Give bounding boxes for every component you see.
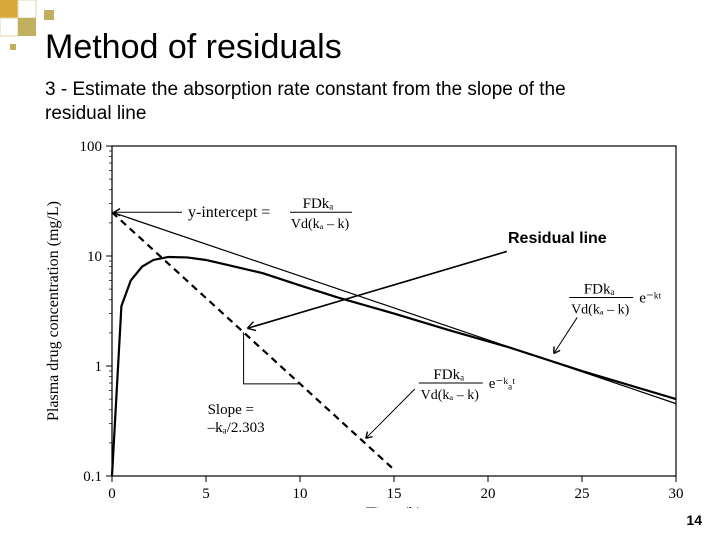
svg-text:FDkₐ: FDkₐ: [584, 281, 615, 297]
svg-text:–kₐ/2.303: –kₐ/2.303: [207, 420, 265, 436]
svg-text:10: 10: [87, 249, 102, 265]
svg-text:30: 30: [669, 486, 684, 502]
svg-text:0.1: 0.1: [83, 469, 102, 485]
svg-text:Vd(kₐ – k): Vd(kₐ – k): [291, 217, 350, 232]
svg-text:e⁻ᵏₐᵗ: e⁻ᵏₐᵗ: [489, 376, 515, 392]
svg-text:25: 25: [575, 486, 590, 502]
page-title: Method of residuals: [45, 28, 342, 67]
svg-text:20: 20: [481, 486, 496, 502]
svg-text:Vd(kₐ – k): Vd(kₐ – k): [421, 388, 480, 403]
svg-text:FDkₐ: FDkₐ: [303, 196, 334, 212]
svg-text:FDkₐ: FDkₐ: [433, 367, 464, 383]
page-number: 14: [686, 512, 702, 528]
svg-text:5: 5: [202, 486, 210, 502]
svg-text:Plasma drug concentration (mg/: Plasma drug concentration (mg/L): [45, 201, 62, 421]
svg-text:y-intercept =: y-intercept =: [188, 204, 270, 221]
svg-text:15: 15: [387, 486, 402, 502]
residual-line-label: Residual line: [508, 230, 607, 248]
svg-text:10: 10: [293, 486, 308, 502]
subtitle-text: 3 - Estimate the absorption rate constan…: [45, 78, 625, 126]
svg-text:e⁻ᵏᵗ: e⁻ᵏᵗ: [639, 290, 661, 306]
residuals-chart: 0.1 1 10 100 0 5 10 15 20 25 30 Time (h) Plasma drug…: [36, 136, 696, 508]
svg-text:100: 100: [80, 139, 103, 155]
svg-text:Vd(kₐ – k): Vd(kₐ – k): [571, 302, 630, 317]
svg-text:1: 1: [95, 359, 103, 375]
svg-text:Time (h): Time (h): [366, 505, 422, 508]
svg-text:0: 0: [108, 486, 116, 502]
svg-text:Slope =: Slope =: [208, 402, 254, 418]
